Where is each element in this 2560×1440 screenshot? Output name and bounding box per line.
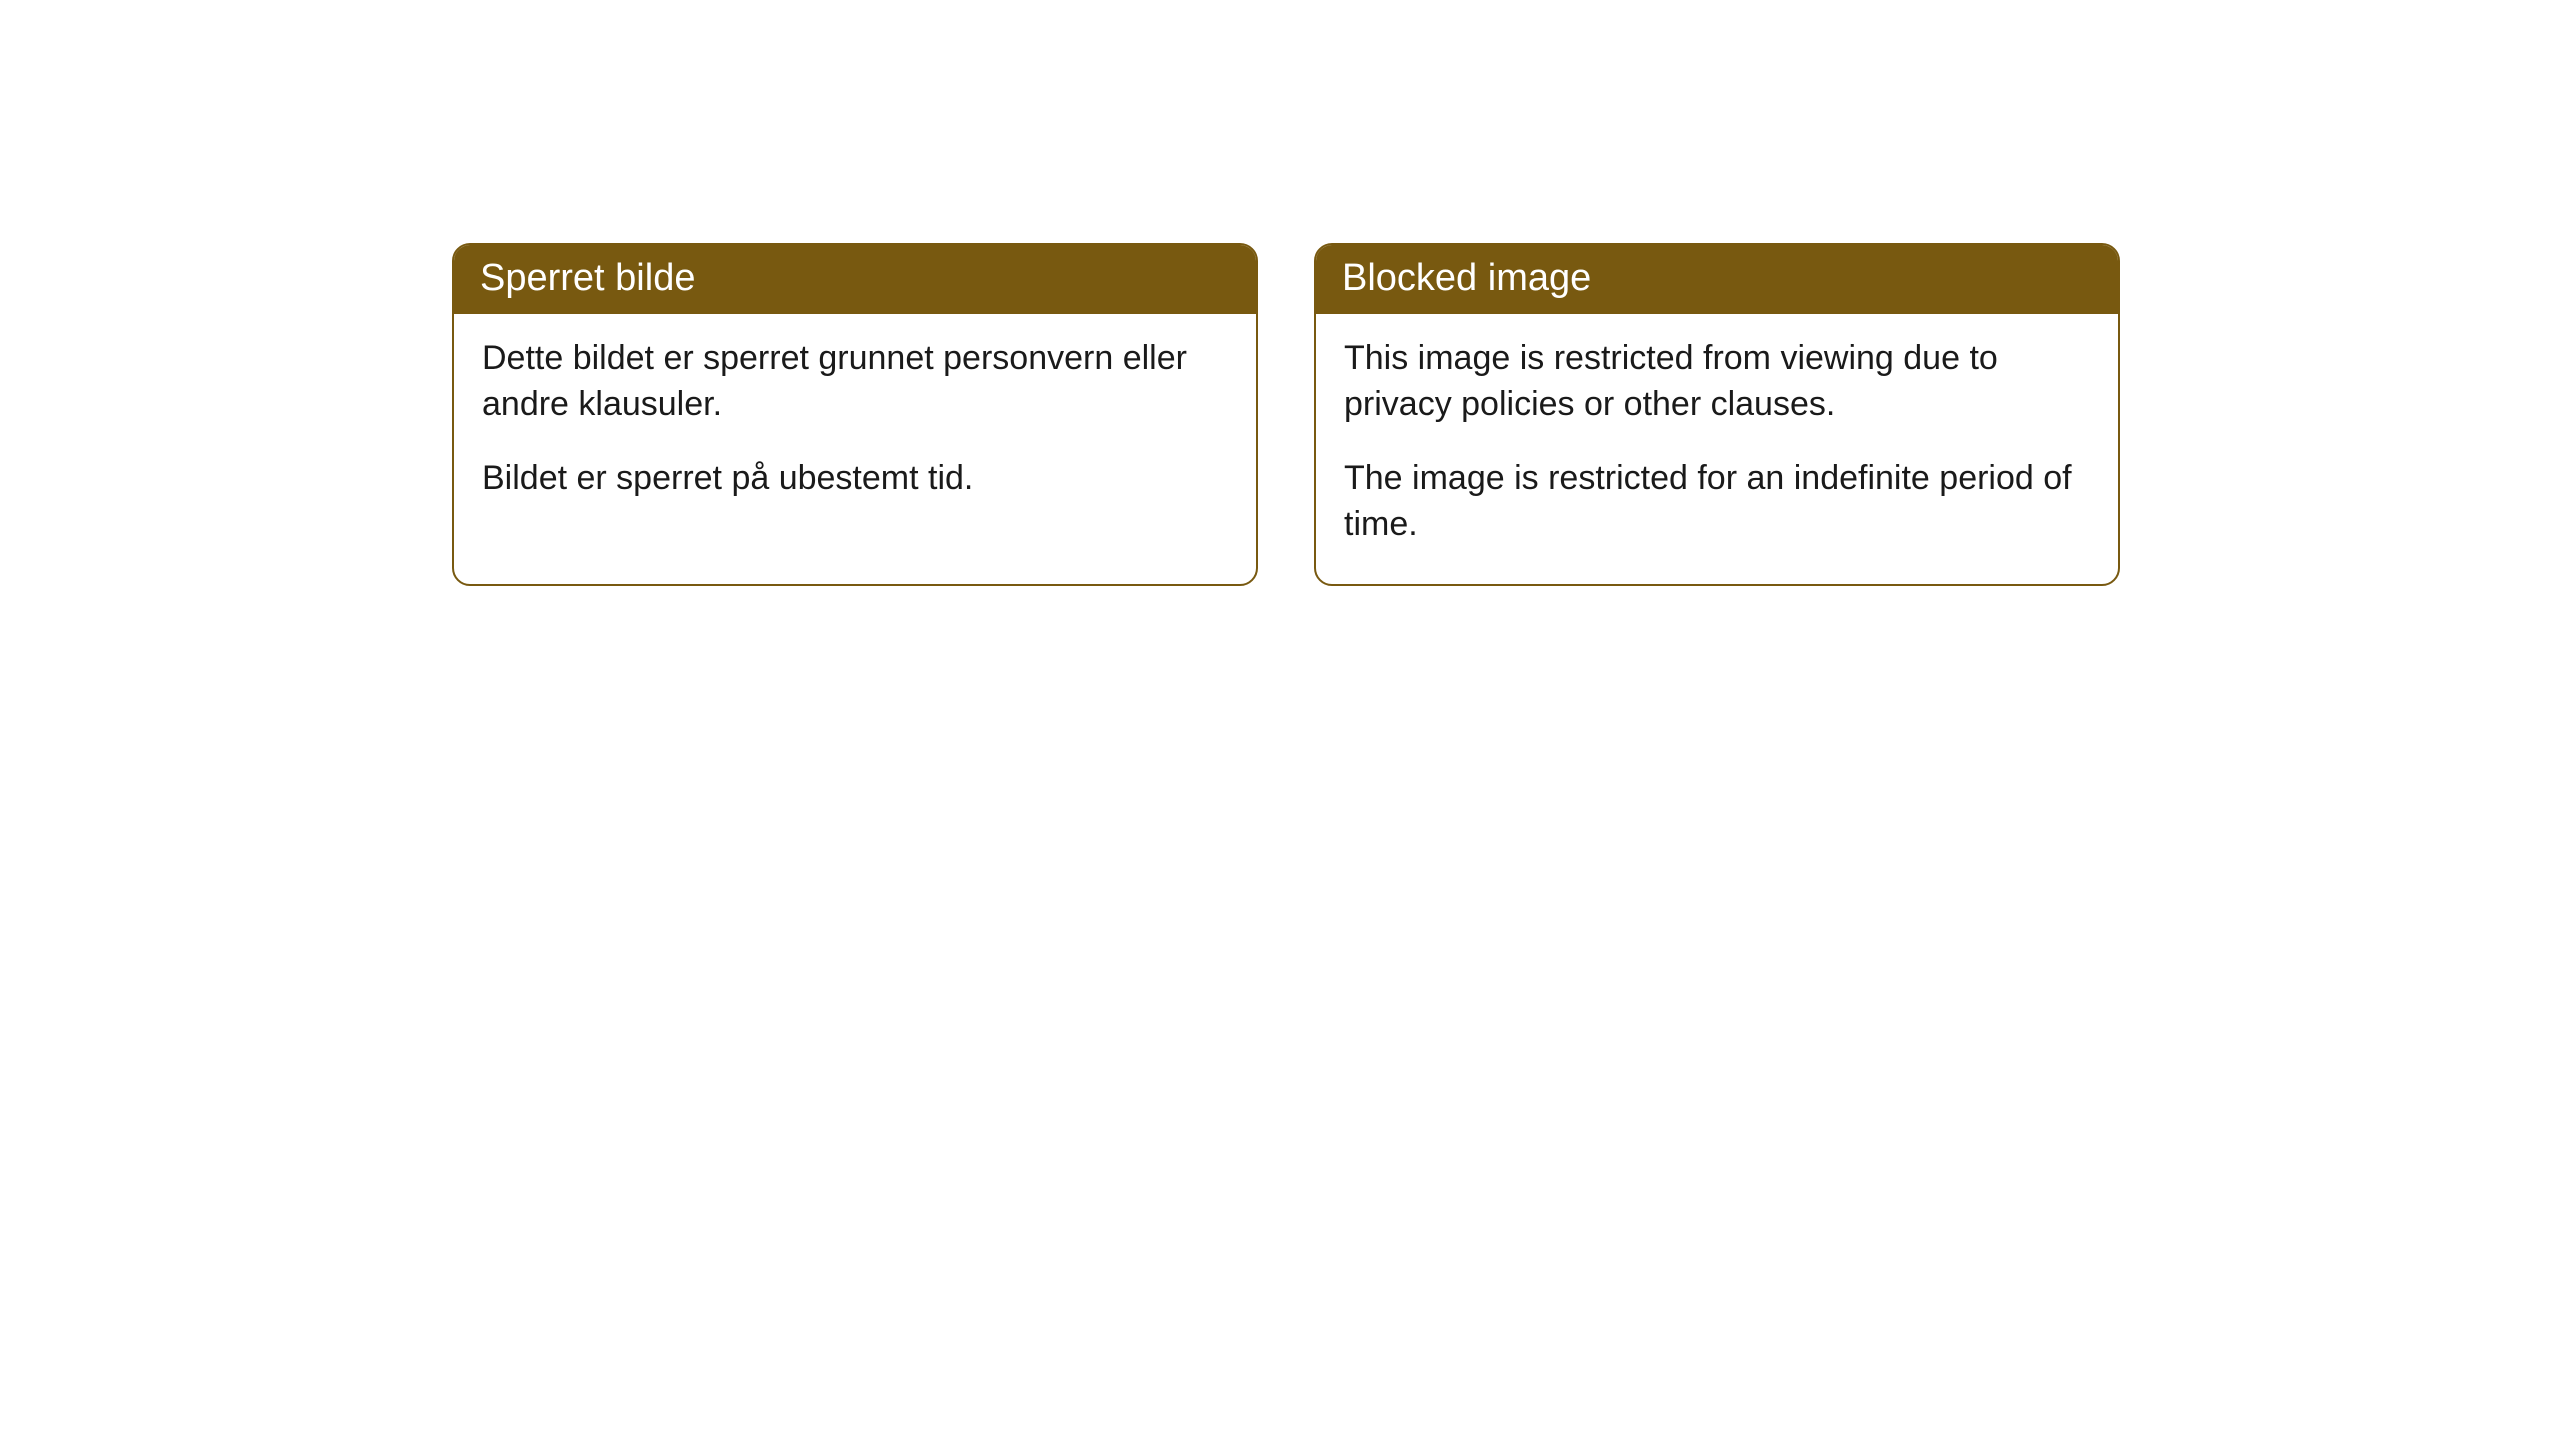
card-paragraph: This image is restricted from viewing du… <box>1344 336 2090 428</box>
card-paragraph: Dette bildet er sperret grunnet personve… <box>482 336 1228 428</box>
notice-card-norwegian: Sperret bilde Dette bildet er sperret gr… <box>452 243 1258 586</box>
card-header: Blocked image <box>1316 245 2118 314</box>
card-title: Sperret bilde <box>480 257 695 299</box>
card-body: Dette bildet er sperret grunnet personve… <box>454 314 1256 538</box>
card-header: Sperret bilde <box>454 245 1256 314</box>
card-title: Blocked image <box>1342 257 1591 299</box>
card-body: This image is restricted from viewing du… <box>1316 314 2118 584</box>
notice-cards-container: Sperret bilde Dette bildet er sperret gr… <box>452 243 2120 586</box>
notice-card-english: Blocked image This image is restricted f… <box>1314 243 2120 586</box>
card-paragraph: Bildet er sperret på ubestemt tid. <box>482 456 1228 502</box>
card-paragraph: The image is restricted for an indefinit… <box>1344 456 2090 548</box>
